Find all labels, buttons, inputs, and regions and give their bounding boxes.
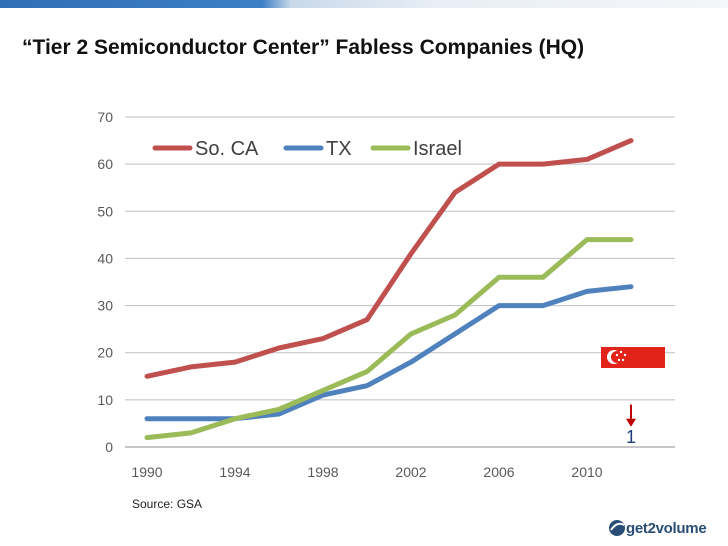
flag-star	[617, 358, 621, 362]
x-tick-label: 1998	[307, 464, 338, 480]
series-lines	[144, 138, 634, 441]
top-accent-bar	[0, 0, 728, 8]
flag-star	[619, 350, 623, 354]
x-tick-label: 1994	[219, 464, 250, 480]
slide-title: “Tier 2 Semiconductor Center” Fabless Co…	[22, 36, 585, 59]
line-chart: 0 10 20 30 40 50 60 70 1990 1994 1998 2002 2006 2010…	[97, 109, 675, 480]
annotation-label: 1	[626, 427, 636, 447]
singapore-flag	[601, 347, 665, 389]
y-tick-label: 50	[97, 203, 113, 219]
legend-label-tx: TX	[326, 138, 352, 160]
x-tick-label: 2002	[395, 464, 426, 480]
y-tick-label: 40	[97, 250, 113, 266]
source-note: Source: GSA	[132, 497, 203, 511]
x-tick-label: 2010	[571, 464, 602, 480]
y-tick-label: 60	[97, 156, 113, 172]
flag-star	[623, 353, 627, 357]
y-tick-label: 70	[97, 109, 113, 125]
annotation-arrow-head	[626, 418, 636, 427]
x-tick-label: 2006	[483, 464, 514, 480]
x-axis-ticks: 1990 1994 1998 2002 2006 2010	[131, 464, 602, 480]
y-tick-label: 30	[97, 298, 113, 314]
logo-mark-icon	[609, 520, 625, 536]
legend: So. CA TX Israel	[152, 138, 462, 160]
legend-label-so-ca: So. CA	[195, 138, 259, 160]
y-axis-ticks: 0 10 20 30 40 50 60 70	[97, 109, 113, 455]
y-tick-label: 20	[97, 345, 113, 361]
logo-text: get2volume	[626, 520, 707, 537]
series-line-israel	[144, 237, 634, 441]
flag-star	[621, 358, 625, 362]
y-tick-label: 10	[97, 392, 113, 408]
flag-white-band	[601, 368, 665, 389]
x-tick-label: 1990	[131, 464, 162, 480]
flag-star	[615, 353, 619, 357]
grid-lines	[125, 116, 675, 448]
series-line-so-ca	[144, 138, 634, 379]
get2volume-logo: get2volume	[608, 516, 720, 542]
singapore-annotation: 1	[601, 347, 665, 447]
legend-label-israel: Israel	[413, 138, 462, 160]
y-tick-label: 0	[105, 439, 113, 455]
